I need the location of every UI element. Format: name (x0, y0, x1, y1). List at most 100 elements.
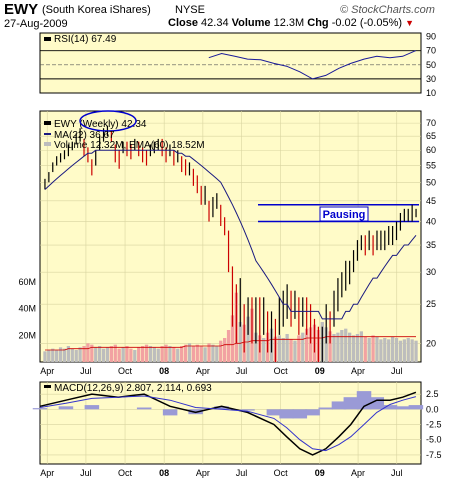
weekly-annotation-circle (79, 110, 137, 132)
volume-bar (363, 336, 367, 362)
price-x-tick-label: Jul (80, 366, 92, 376)
volume-bar (277, 335, 281, 362)
volume-bar (351, 335, 356, 362)
macd-tick-label: -7.5 (426, 450, 442, 460)
volume-bar (215, 346, 219, 362)
volume-label: Volume (231, 17, 271, 29)
volume-bar (98, 346, 102, 362)
ticker-name: (South Korea iShares) (42, 4, 151, 16)
volume-bar (43, 351, 47, 362)
macd-histogram-bar (331, 401, 347, 410)
price-tick-label: 40 (426, 217, 436, 227)
rsi-line (208, 50, 417, 80)
volume-bar (410, 339, 414, 362)
macd-histogram-bar (266, 409, 282, 416)
volume-bar (379, 339, 383, 362)
chg-value: -0.02 (-0.05%) (331, 17, 403, 29)
pausing-label: Pausing (323, 209, 366, 221)
volume-legend: Volume 12.32M, EMA(60) 18.52M (54, 140, 205, 151)
volume-bar (402, 339, 406, 362)
volume-bar (390, 336, 395, 362)
volume-bar (238, 322, 242, 362)
ma-legend: MA(22) 36.67 (54, 130, 115, 141)
price-x-tick-label: Apr (196, 366, 210, 376)
volume-bar (199, 346, 203, 362)
volume-bar (348, 332, 352, 362)
quote-line: Close 42.34 Volume 12.3M Chg -0.02 (-0.0… (168, 17, 414, 29)
volume-bar (297, 335, 301, 362)
volume-bar (203, 347, 207, 362)
volume-bar (109, 346, 113, 362)
rsi-panel (39, 32, 422, 94)
macd-histogram-bar (84, 405, 100, 410)
macd-tick-label: -2.5 (426, 420, 442, 430)
ticker-symbol: EWY (4, 1, 39, 18)
volume-bar (168, 346, 172, 362)
volume-bar (137, 347, 141, 362)
volume-ema-line (45, 336, 416, 351)
down-arrow-icon: ▼ (405, 18, 414, 28)
volume-bar (336, 332, 340, 362)
volume-bar (183, 344, 188, 362)
macd-x-tick-label: Jul (236, 468, 248, 478)
macd-histogram-bar (214, 406, 229, 410)
macd-x-tick-label: Jul (391, 468, 403, 478)
volume-bar (113, 344, 117, 362)
volume-bar (293, 340, 297, 362)
price-tick-label: 60 (426, 145, 436, 155)
volume-bar (355, 334, 360, 362)
rsi-tick-label: 50 (426, 60, 436, 70)
volume-bar (55, 350, 59, 362)
volume-bar (160, 346, 164, 362)
macd-x-tick-label: Oct (274, 468, 289, 478)
volume-bar (328, 331, 332, 362)
volume-bar (156, 348, 160, 362)
volume-bar (58, 347, 63, 362)
volume-bar (308, 327, 313, 362)
macd-histogram-bar (279, 409, 294, 419)
volume-bar (332, 334, 336, 362)
volume-tick-label: 20M (18, 330, 36, 340)
macd-x-tick-label: Oct (118, 468, 133, 478)
rsi-tick-label: 70 (426, 46, 436, 56)
volume-bar (301, 332, 305, 362)
macd-legend-swatch (44, 385, 51, 388)
volume-bar (101, 348, 106, 362)
volume-bar (191, 346, 196, 362)
price-tick-label: 45 (426, 196, 436, 206)
macd-x-tick-label: Apr (351, 468, 365, 478)
macd-histogram-bar (32, 408, 48, 410)
volume-bar (164, 344, 168, 362)
volume-bar (340, 330, 344, 362)
volume-bar (387, 339, 391, 362)
macd-signal-line (39, 395, 417, 452)
macd-histogram-bar (136, 407, 152, 410)
volume-bar (359, 331, 363, 362)
volume-bar (414, 340, 418, 362)
volume-bar (133, 350, 137, 362)
macd-tick-label: 0.0 (426, 404, 439, 414)
volume-bar (305, 328, 309, 362)
macd-x-tick-label: 08 (159, 468, 169, 478)
ma-legend-swatch (44, 133, 51, 135)
volume-bar (66, 346, 71, 362)
volume-bar (226, 330, 231, 362)
volume-value: 12.3M (273, 17, 305, 29)
close-label: Close (168, 17, 198, 29)
volume-bar (74, 350, 78, 362)
volume-bar (211, 344, 215, 362)
rsi-tick-label: 90 (426, 32, 436, 42)
macd-x-tick-label: Apr (196, 468, 210, 478)
volume-bar (62, 348, 67, 362)
macd-histogram-bar (343, 397, 359, 410)
macd-tick-label: 2.5 (426, 389, 439, 399)
volume-bar (285, 334, 289, 362)
price-x-tick-label: Oct (274, 366, 289, 376)
price-tick-label: 35 (426, 240, 436, 250)
volume-bar (125, 346, 129, 362)
macd-histogram-bar (382, 405, 398, 410)
volume-bar (223, 338, 227, 362)
volume-bar (195, 344, 199, 362)
pausing-label-box (319, 206, 369, 222)
